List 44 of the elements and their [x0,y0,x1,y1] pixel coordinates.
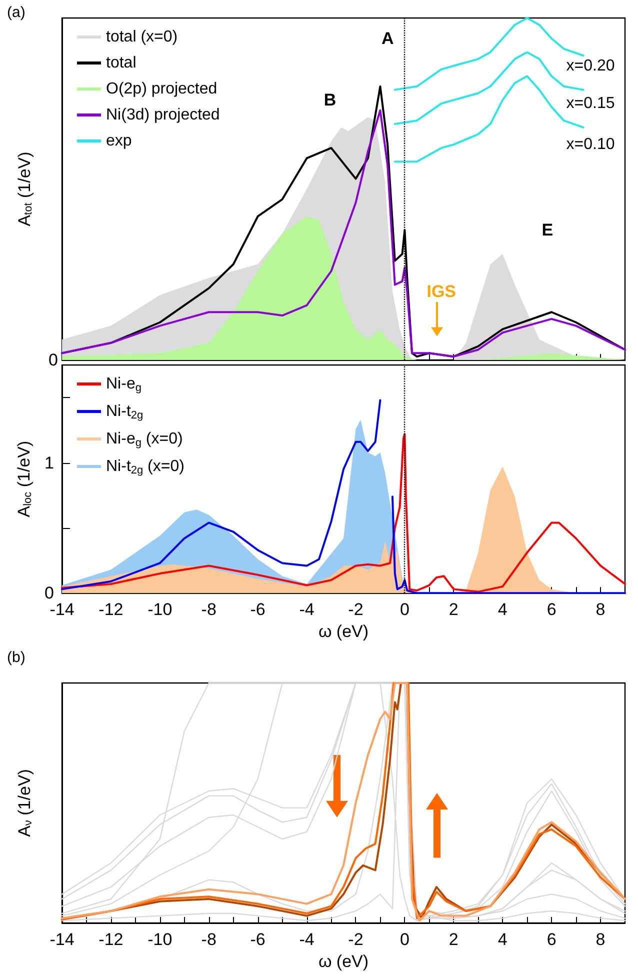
x-tick-label: -4 [299,930,314,949]
x-tick-label: -4 [299,600,314,620]
x-tick-label: 0 [400,930,410,949]
x-tick-label: 2 [448,930,458,949]
x-tick-label: -6 [250,600,266,620]
x-tick-label: 6 [546,600,556,620]
y-axis-title: Aν (1/eV) [15,769,34,837]
x-tick-label: -14 [50,600,74,620]
legend-label: Ni(3d) projected [106,106,220,124]
x-tick-label: 4 [498,600,508,620]
x-axis-title: ω (eV) [318,952,369,971]
annotation: E [542,220,554,240]
x-tick-label: -8 [201,930,216,949]
annotation: x=0.10 [566,136,615,154]
chart-title: (a) [7,4,26,21]
annotation: x=0.15 [566,95,615,112]
legend-label: exp [106,132,132,150]
legend-label: O(2p) projected [106,80,218,98]
y-axis-title: Atot (1/eV) [15,152,34,226]
x-tick-label: -10 [148,600,172,620]
x-tick-label: 8 [596,600,606,620]
x-tick-label: 8 [596,930,606,949]
x-tick-label: -8 [201,600,216,620]
x-tick-label: -2 [348,930,364,949]
annotation: A [381,29,394,48]
annotation: B [324,90,336,110]
x-tick-label: 0 [400,600,410,620]
x-tick-label: 2 [448,600,458,620]
x-tick-label: 4 [498,930,508,949]
annotation: x=0.20 [566,57,615,74]
x-tick-label: 6 [546,930,556,949]
x-tick-label: -6 [250,930,266,949]
x-tick-label: -2 [348,600,364,620]
x-tick-label: -12 [98,600,124,620]
chart-title: (b) [7,649,26,666]
annotation: IGS [426,282,456,302]
y-axis-title: Aloc (1/eV) [14,440,34,518]
y-tick-label: 1 [44,453,54,472]
x-tick-label: -12 [98,930,124,949]
legend-label: total (x=0) [106,28,178,46]
x-axis-title: ω (eV) [318,622,369,641]
x-tick-label: -14 [50,930,74,949]
legend-label: total [106,54,136,72]
x-tick-label: -10 [148,930,172,949]
